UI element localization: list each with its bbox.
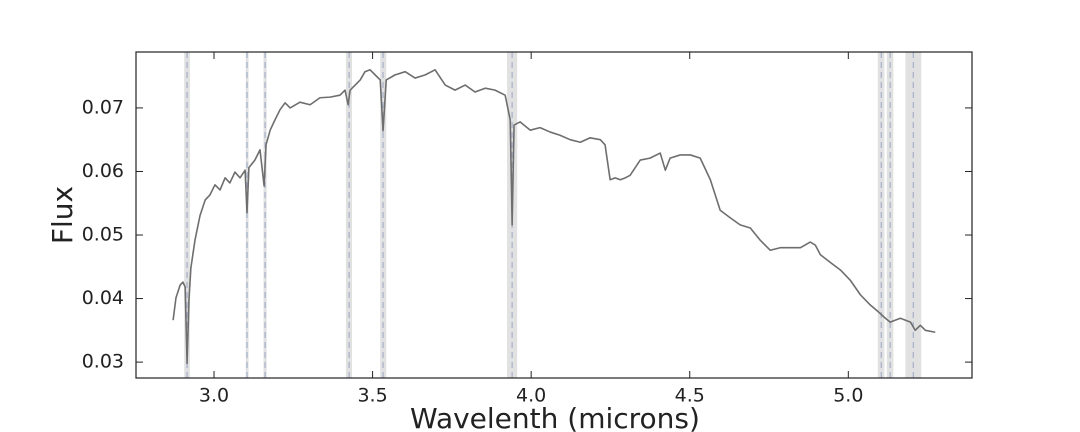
x-tick-label: 4.5 bbox=[675, 385, 705, 407]
x-tick-label: 3.5 bbox=[357, 385, 387, 407]
y-tick-label: 0.07 bbox=[82, 96, 124, 118]
x-axis-label: Wavelenth (microns) bbox=[410, 402, 700, 432]
y-tick-label: 0.05 bbox=[82, 224, 124, 246]
plot-frame bbox=[135, 51, 973, 379]
spectrum-line bbox=[172, 68, 936, 365]
x-tick-label: 3.0 bbox=[199, 385, 229, 407]
y-tick-label: 0.03 bbox=[82, 351, 124, 373]
y-tick-label: 0.04 bbox=[82, 287, 124, 309]
x-tick-label: 4.0 bbox=[516, 385, 546, 407]
y-tick-label: 0.06 bbox=[82, 160, 124, 182]
x-tick-label: 5.0 bbox=[833, 385, 863, 407]
y-axis-label: Flux bbox=[46, 186, 79, 244]
